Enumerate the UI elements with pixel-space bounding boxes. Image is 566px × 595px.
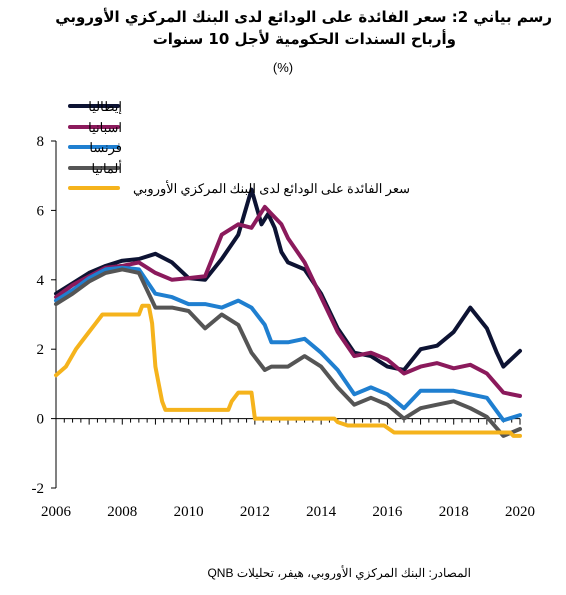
- legend-label: ألمانيا: [91, 160, 122, 176]
- legend-label: إيطاليا: [88, 99, 122, 115]
- y-tick-label: 4: [37, 273, 45, 289]
- legend-label: سعر الفائدة على الودائع لدى البنك المركز…: [133, 180, 410, 197]
- chart-title: رسم بياني 2: سعر الفائدة على الودائع لدى…: [55, 8, 552, 26]
- y-tick-label: -2: [32, 481, 45, 497]
- legend-label: اسبانيا: [88, 120, 122, 135]
- series-line: [54, 303, 522, 438]
- chart-subtitle: وأرباح السندات الحكومية لأجل 10 سنوات: [152, 30, 456, 48]
- legend-label: فرنسا: [89, 140, 122, 156]
- y-tick-label: 0: [37, 412, 45, 428]
- x-tick-label: 2014: [306, 504, 337, 520]
- y-tick-label: 6: [37, 203, 45, 219]
- x-tick-label: 2006: [41, 504, 72, 520]
- x-tick-label: 2016: [372, 504, 403, 520]
- chart-unit: (%): [272, 60, 294, 75]
- series-line: [54, 265, 522, 423]
- x-tick-label: 2008: [107, 504, 137, 520]
- x-tick-label: 2020: [505, 504, 535, 520]
- axes: -2 0 2 4 6 8 2006 2008 2010 2012 2014 2016 2018 2020: [32, 134, 536, 520]
- series-line: [54, 267, 522, 438]
- source-note: المصادر: البنك المركزي الأوروبي، هيفر، ت…: [207, 566, 471, 580]
- series-layer: [54, 187, 522, 438]
- series-line: [54, 187, 522, 372]
- y-tick-label: 8: [37, 134, 45, 150]
- series-line: [54, 204, 522, 398]
- x-tick-label: 2012: [240, 504, 270, 520]
- legend: إيطاليا اسبانيا فرنسا ألمانيا سعر الفائدة عل…: [68, 99, 410, 197]
- x-tick-label: 2010: [174, 504, 204, 520]
- x-tick-label: 2018: [439, 504, 469, 520]
- y-tick-label: 2: [37, 342, 45, 358]
